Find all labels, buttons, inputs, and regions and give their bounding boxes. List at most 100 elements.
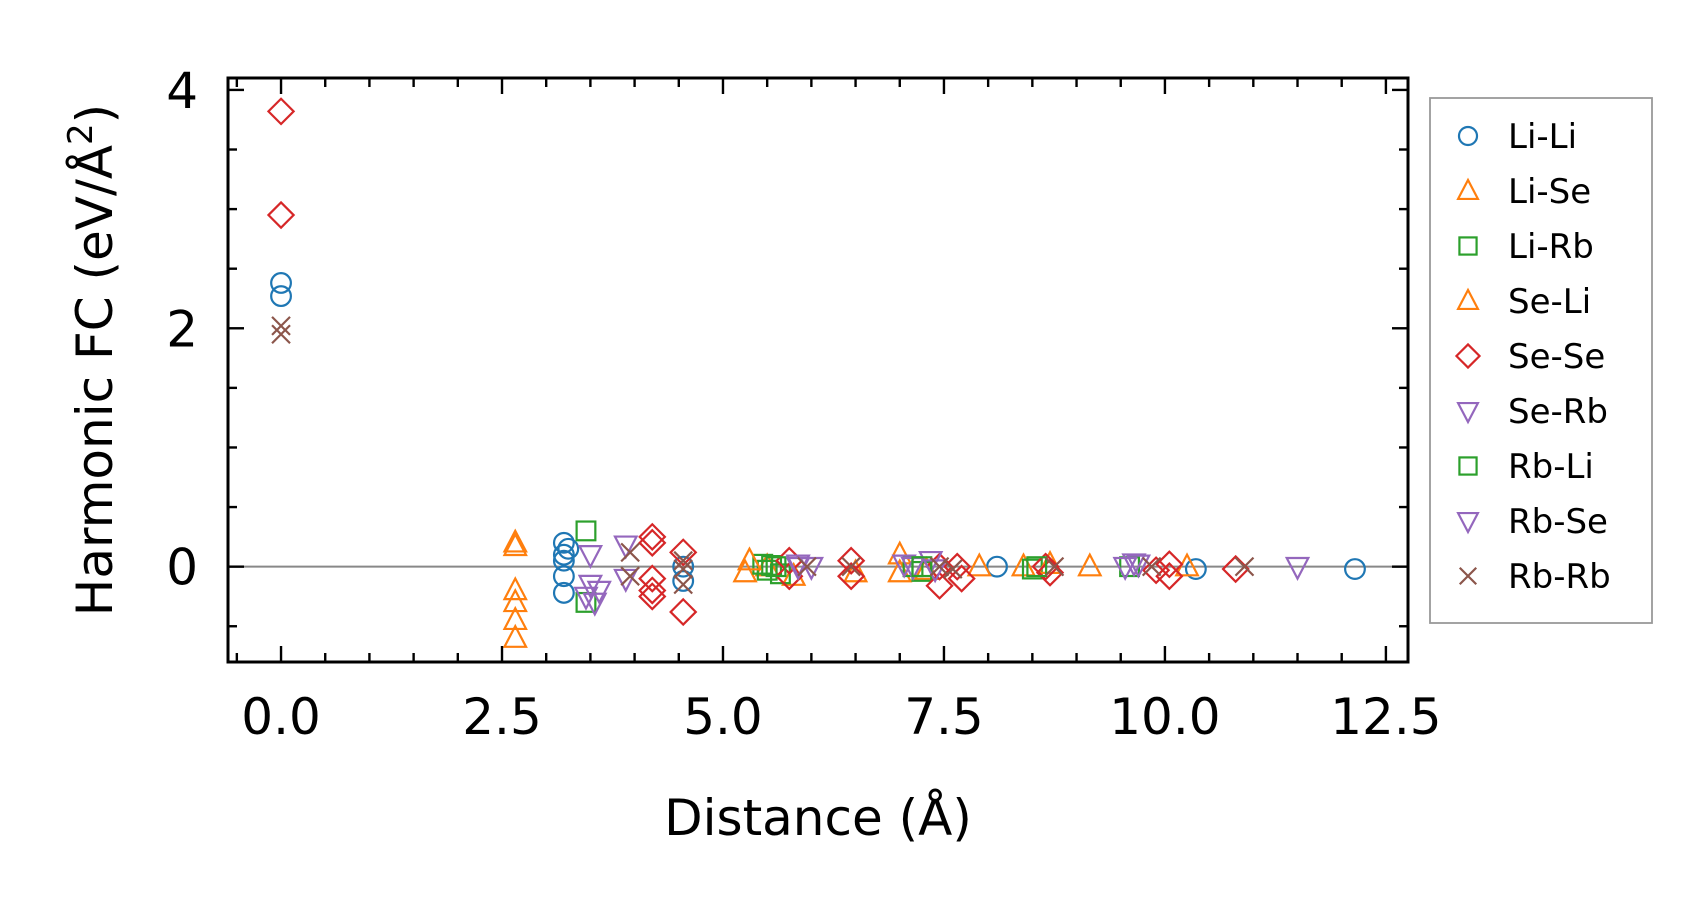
data-point [266,200,296,230]
data-point [947,564,976,593]
data-point [669,597,698,627]
series-rb-li [765,556,1048,578]
legend-item: Li-Se [1456,172,1591,212]
legend-box [1429,97,1653,624]
legend-marker [1456,511,1480,535]
legend-item: Rb-Rb [1458,557,1611,597]
legend-marker [1458,456,1478,476]
legend-item: Rb-Li [1458,447,1594,487]
data-point [266,97,296,126]
data-point [911,556,933,578]
data-point [891,554,917,579]
data-point [502,576,528,601]
data-point [620,542,640,563]
legend-marker [1456,401,1480,425]
legend-label: Rb-Se [1508,502,1608,542]
data-point [887,540,913,565]
data-point [271,324,291,345]
data-point [502,605,528,631]
legend-marker [1456,287,1480,311]
data-point [775,562,804,591]
data-point [1026,556,1048,578]
x-tick-label: 7.5 [904,688,984,746]
data-point [673,559,693,579]
data-point [613,568,639,593]
x-tick-label: 10.0 [1109,688,1220,746]
data-point [1077,552,1103,577]
data-point [669,538,698,567]
x-tick-label: 5.0 [683,688,763,746]
series-li-li [270,272,1366,604]
legend-item: Se-Li [1456,282,1591,322]
data-point [575,520,597,542]
data-point [552,543,575,566]
legend-label: Se-Rb [1508,392,1608,432]
data-point [943,552,972,581]
data-point [986,555,1008,578]
data-point [1141,556,1162,577]
data-point [557,537,580,560]
x-axis-label: Distance (Å) [664,789,972,847]
data-point [966,552,992,577]
data-point [502,623,528,648]
data-point [502,528,528,553]
legend-item: Rb-Se [1456,502,1608,542]
data-point [270,272,292,294]
data-point [841,556,861,577]
data-point [1121,553,1147,578]
data-point [1155,562,1184,591]
legend-label: Rb-Rb [1508,557,1611,597]
data-point [836,562,866,591]
data-point [1234,556,1255,577]
legend-label: Se-Se [1508,337,1605,377]
y-axis-label-close: ) [66,104,124,124]
plot-frame [226,76,1410,664]
legend-label: Li-Se [1508,172,1591,212]
data-point [673,574,693,595]
data-point [271,316,291,336]
data-point [732,558,758,583]
data-point [573,586,599,611]
data-point [1284,556,1311,582]
data-point [1125,554,1152,579]
legend-label: Li-Rb [1508,227,1594,267]
data-point [502,532,528,557]
data-point [552,565,575,588]
data-point [1035,558,1065,587]
data-point [1221,554,1250,584]
data-point [1344,558,1366,580]
legend-label: Li-Li [1508,117,1577,157]
data-point [1044,556,1065,577]
data-point [638,582,667,611]
data-point [638,522,667,552]
data-point [672,555,695,578]
x-tick-label: 0.0 [241,688,321,746]
data-point [638,576,667,605]
data-point [887,558,913,583]
data-point [638,564,667,593]
data-point [925,571,954,600]
data-point [1141,556,1171,585]
data-point [613,535,639,560]
y-axis-label-superscript: 2 [61,123,101,145]
data-point [620,566,640,586]
legend-item: Se-Se [1454,337,1605,377]
data-point [577,574,604,599]
data-point [270,285,292,308]
legend-marker [1454,342,1482,370]
data-point [502,588,528,613]
data-point [922,559,948,584]
data-point [797,556,817,577]
data-point [552,531,575,554]
legend-item: Li-Rb [1458,227,1594,267]
y-tick-label: 2 [166,300,198,358]
legend-marker [1457,125,1479,147]
data-point [836,546,866,575]
legend-item: Li-Li [1457,117,1577,157]
data-point [943,559,963,579]
data-point [673,550,693,571]
data-point [765,556,787,578]
data-point [638,528,667,557]
